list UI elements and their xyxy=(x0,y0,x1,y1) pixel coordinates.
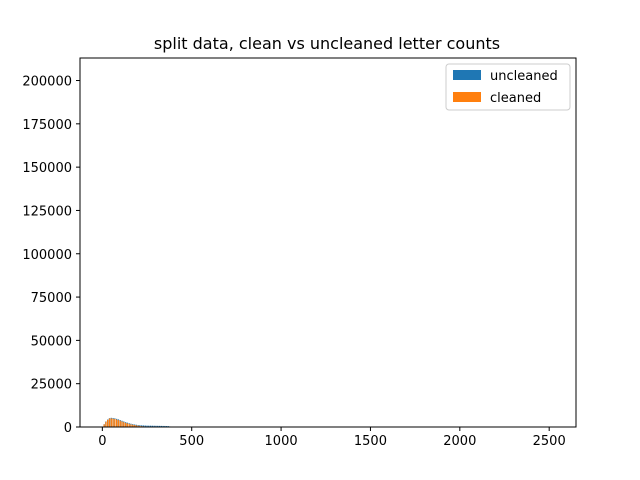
bar-uncleaned xyxy=(144,425,146,427)
legend-label-cleaned: cleaned xyxy=(490,91,541,106)
bar-cleaned xyxy=(123,422,125,427)
y-tick-label: 100000 xyxy=(22,248,72,263)
legend: uncleaned cleaned xyxy=(445,63,571,111)
bar-uncleaned xyxy=(155,425,157,427)
bar-cleaned xyxy=(139,425,141,427)
legend-label-uncleaned: uncleaned xyxy=(490,69,558,84)
y-tick-label: 0 xyxy=(64,421,72,436)
bar-uncleaned xyxy=(157,425,159,427)
y-tick-label: 75000 xyxy=(31,291,72,306)
axes: 0 500 1000 1500 2000 250002500050000750001000… xyxy=(22,57,577,449)
bar-uncleaned xyxy=(160,425,162,427)
y-tick-label: 150000 xyxy=(22,161,72,176)
bar-cleaned xyxy=(108,418,111,427)
bar-cleaned xyxy=(103,424,105,427)
x-tick-label: 500 xyxy=(179,434,204,449)
chart-title: split data, clean vs uncleaned letter co… xyxy=(154,34,500,53)
bar-cleaned xyxy=(115,419,118,427)
bar-uncleaned xyxy=(153,425,155,427)
x-tick-label: 1500 xyxy=(354,434,387,449)
x-tick-label: 2500 xyxy=(533,434,566,449)
bar-cleaned xyxy=(124,422,127,427)
bar-cleaned xyxy=(110,418,112,427)
y-tick-label: 125000 xyxy=(22,204,72,219)
legend-swatch-uncleaned xyxy=(453,70,481,80)
bar-uncleaned xyxy=(158,425,161,427)
axes-frame xyxy=(79,57,577,428)
y-tick-label: 200000 xyxy=(22,75,72,90)
bar-cleaned xyxy=(119,420,121,427)
bar-cleaned xyxy=(117,420,120,427)
y-tick-label: 175000 xyxy=(22,118,72,133)
bar-cleaned xyxy=(135,425,137,427)
bar-uncleaned xyxy=(164,425,166,427)
x-tick-label: 1000 xyxy=(265,434,298,449)
bar-uncleaned xyxy=(162,425,164,427)
bar-cleaned xyxy=(121,421,123,427)
bar-cleaned xyxy=(114,419,116,427)
bar-uncleaned xyxy=(151,425,154,427)
y-tick-label: 50000 xyxy=(31,334,72,349)
bar-cleaned xyxy=(128,423,130,427)
bar-uncleaned xyxy=(146,425,148,427)
bar-cleaned xyxy=(126,423,129,427)
y-tick-label: 25000 xyxy=(31,378,72,393)
legend-swatch-cleaned xyxy=(453,92,481,102)
bar-cleaned xyxy=(132,424,134,427)
bar-cleaned xyxy=(107,419,109,427)
bar-cleaned xyxy=(137,425,139,427)
bar-cleaned xyxy=(130,424,132,427)
bar-uncleaned xyxy=(149,425,152,427)
x-tick-label: 2000 xyxy=(443,434,476,449)
x-tick-label: 0 xyxy=(98,434,106,449)
bar-uncleaned xyxy=(148,425,150,427)
bar-cleaned xyxy=(112,418,114,427)
bar-uncleaned xyxy=(142,425,145,427)
bar-cleaned xyxy=(105,421,107,427)
bar-cleaned xyxy=(133,425,136,427)
